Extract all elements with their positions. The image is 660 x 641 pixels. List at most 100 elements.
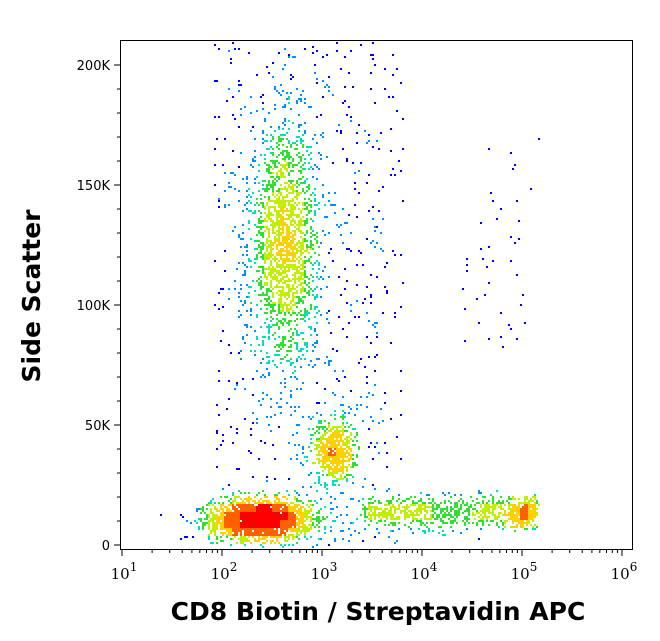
- data-point: [288, 204, 290, 206]
- data-point: [444, 534, 446, 536]
- data-point: [274, 536, 276, 538]
- data-point: [306, 214, 308, 216]
- data-point: [346, 452, 348, 454]
- data-point: [228, 186, 230, 188]
- data-point: [302, 260, 304, 262]
- data-point: [280, 188, 282, 190]
- data-point: [292, 188, 294, 190]
- data-point: [306, 222, 308, 224]
- data-point: [280, 168, 282, 170]
- data-point: [318, 422, 320, 424]
- data-point: [272, 190, 274, 192]
- data-point: [276, 534, 278, 536]
- data-point: [300, 220, 302, 222]
- data-point: [332, 474, 334, 476]
- data-point: [440, 510, 442, 512]
- data-point: [256, 254, 258, 256]
- data-point: [210, 532, 212, 534]
- data-point: [330, 496, 332, 498]
- data-point: [484, 506, 486, 508]
- data-point: [344, 448, 346, 450]
- data-point: [282, 128, 284, 130]
- y-tick-label: 50K: [85, 419, 111, 434]
- data-point: [442, 530, 444, 532]
- data-point: [364, 510, 366, 512]
- data-point: [266, 148, 268, 150]
- data-point: [254, 522, 256, 524]
- data-point: [296, 268, 298, 270]
- data-point: [286, 510, 288, 512]
- data-point: [232, 504, 234, 506]
- data-point: [354, 414, 356, 416]
- data-point: [272, 184, 274, 186]
- data-point: [480, 222, 482, 224]
- data-point: [270, 166, 272, 168]
- data-point: [350, 474, 352, 476]
- data-point: [342, 458, 344, 460]
- data-point: [394, 518, 396, 520]
- data-point: [442, 492, 444, 494]
- data-point: [274, 162, 276, 164]
- data-point: [242, 520, 244, 522]
- data-point: [522, 516, 524, 518]
- data-point: [300, 276, 302, 278]
- data-point: [400, 82, 402, 84]
- data-point: [296, 180, 298, 182]
- data-point: [282, 518, 284, 520]
- data-point: [298, 250, 300, 252]
- data-point: [240, 506, 242, 508]
- data-point: [282, 188, 284, 190]
- data-point: [264, 154, 266, 156]
- data-point: [262, 286, 264, 288]
- data-point: [222, 502, 224, 504]
- data-point: [216, 524, 218, 526]
- data-point: [268, 520, 270, 522]
- data-point: [468, 510, 470, 512]
- data-point: [316, 426, 318, 428]
- data-point: [370, 518, 372, 520]
- data-point: [254, 534, 256, 536]
- data-point: [424, 530, 426, 532]
- data-point: [212, 528, 214, 530]
- data-point: [212, 498, 214, 500]
- data-point: [270, 244, 272, 246]
- data-point: [442, 522, 444, 524]
- data-point: [276, 272, 278, 274]
- data-point: [374, 370, 376, 372]
- data-point: [254, 512, 256, 514]
- data-point: [292, 528, 294, 530]
- data-point: [348, 214, 350, 216]
- data-point: [486, 510, 488, 512]
- data-point: [264, 268, 266, 270]
- data-point: [220, 506, 222, 508]
- data-point: [248, 500, 250, 502]
- data-point: [286, 236, 288, 238]
- data-point: [348, 72, 350, 74]
- data-point: [366, 182, 368, 184]
- data-point: [276, 502, 278, 504]
- data-point: [294, 272, 296, 274]
- data-point: [310, 248, 312, 250]
- data-point: [218, 510, 220, 512]
- data-point: [530, 524, 532, 526]
- data-point: [288, 494, 290, 496]
- data-point: [412, 504, 414, 506]
- data-point: [278, 522, 280, 524]
- data-point: [404, 524, 406, 526]
- data-point: [254, 500, 256, 502]
- data-point: [296, 424, 298, 426]
- data-point: [262, 508, 264, 510]
- data-point: [280, 536, 282, 538]
- data-point: [216, 542, 218, 544]
- data-point: [294, 530, 296, 532]
- data-point: [292, 198, 294, 200]
- data-point: [388, 512, 390, 514]
- data-point: [294, 536, 296, 538]
- data-point: [230, 538, 232, 540]
- data-point: [264, 532, 266, 534]
- data-point: [372, 146, 374, 148]
- data-point: [254, 150, 256, 152]
- data-point: [304, 266, 306, 268]
- data-point: [284, 508, 286, 510]
- data-point: [384, 266, 386, 268]
